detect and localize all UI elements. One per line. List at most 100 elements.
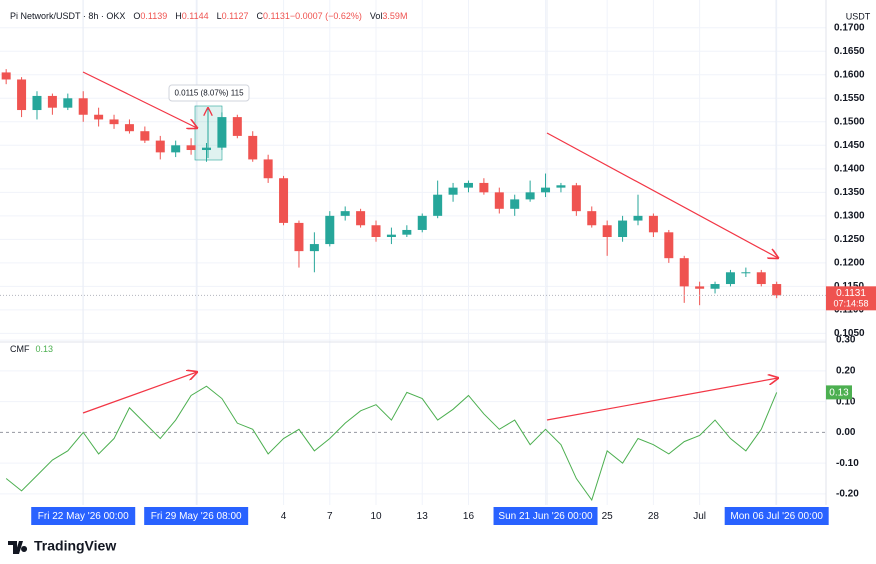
y-tick-label: 0.1700 xyxy=(834,22,865,33)
x-tick-label: Fri 22 May '26 00:00 xyxy=(38,511,129,522)
x-tick-label: Fri 29 May '26 08:00 xyxy=(151,511,242,522)
axis-unit: USDT xyxy=(846,11,871,21)
candle-body xyxy=(63,98,73,108)
candle-body xyxy=(202,147,211,151)
candle-body xyxy=(725,272,735,285)
candle-body xyxy=(587,211,597,226)
candle-body xyxy=(279,178,289,223)
y-tick-label: 0.1550 xyxy=(834,93,865,104)
value-box xyxy=(826,385,852,400)
candle-body xyxy=(386,234,396,238)
candle-body xyxy=(463,182,473,188)
candle-body xyxy=(248,135,258,160)
candle-body xyxy=(17,79,27,111)
y-tick-label: 0.1500 xyxy=(834,116,865,127)
candle-body xyxy=(217,117,227,148)
candle-body xyxy=(602,225,612,238)
header-text: 0.1139 xyxy=(140,11,167,21)
candle-body xyxy=(448,187,458,195)
y-tick-label: 0.1250 xyxy=(834,234,865,245)
candle-body xyxy=(309,244,319,252)
candle-body xyxy=(124,124,134,132)
y-tick-label: 0.1300 xyxy=(834,210,865,221)
candle-body xyxy=(710,284,720,289)
candle-body xyxy=(109,119,119,125)
header-text: Vol xyxy=(370,11,383,21)
header-text: 0.1144 xyxy=(182,11,209,21)
y-tick-label: 0.1050 xyxy=(834,328,865,339)
x-tick-label: 28 xyxy=(648,511,660,522)
legend-name: CMF xyxy=(10,344,30,354)
indicator-legend: CMF 0.13 xyxy=(10,344,53,354)
candle-body xyxy=(541,187,551,193)
header: Pi Network/USDT · 8h · OKX O0.1139 H0.1144… xyxy=(10,11,407,21)
y-tick-label: -0.10 xyxy=(836,458,859,469)
candle-body xyxy=(155,140,165,153)
header-text: C xyxy=(256,11,263,21)
x-tick-label: Jul xyxy=(693,511,706,522)
candle-body xyxy=(633,215,643,221)
x-tick-label: 16 xyxy=(463,511,475,522)
y-tick-label: 0.1450 xyxy=(834,140,865,151)
header-text: 0.1127 xyxy=(222,11,249,21)
header-text: Pi Network/USDT · 8h · OKX xyxy=(10,11,125,21)
candle-body xyxy=(479,182,489,193)
candle-body xyxy=(32,95,42,111)
brand: TradingView xyxy=(34,538,116,554)
candle-body xyxy=(494,192,504,209)
trend-arrow xyxy=(546,132,778,258)
legend-value: 0.13 xyxy=(36,344,54,354)
candle-body xyxy=(171,145,181,153)
y-tick-label: 0.00 xyxy=(836,427,856,438)
candle-body xyxy=(94,114,104,120)
header-text: −0.0007 (−0.62%) xyxy=(290,11,362,21)
countdown: 07:14:58 xyxy=(833,299,868,309)
marks xyxy=(0,69,826,502)
x-tick-highlight xyxy=(724,507,829,525)
x-tick-label: 4 xyxy=(281,511,287,522)
candle-body xyxy=(525,192,535,200)
trend-arrow xyxy=(546,378,778,421)
candle-body xyxy=(510,199,520,209)
y-tick-label: -0.20 xyxy=(836,489,859,500)
header-text: L xyxy=(217,11,222,21)
candle-body xyxy=(571,185,581,212)
candle-body xyxy=(741,272,751,274)
candle-body xyxy=(756,272,766,285)
candle-body xyxy=(695,286,705,289)
x-tick-label: Mon 06 Jul '26 00:00 xyxy=(730,511,823,522)
candle-body xyxy=(417,215,427,230)
candle-body xyxy=(47,95,57,108)
logo: TradingView xyxy=(8,538,116,554)
candle-body xyxy=(371,225,381,238)
x-tick-label: 13 xyxy=(417,511,429,522)
x-tick-label: 7 xyxy=(327,511,333,522)
y-tick-label: 0.1400 xyxy=(834,163,865,174)
value-label: 0.13 xyxy=(829,388,849,399)
x-tick-label: Sun 21 Jun '26 00:00 xyxy=(498,511,593,522)
x-tick-label: 10 xyxy=(370,511,382,522)
candle-body xyxy=(772,284,782,296)
last-price-box xyxy=(826,286,876,311)
header-text: H xyxy=(175,11,182,21)
header-text: 0.1131 xyxy=(263,11,290,21)
candle-body xyxy=(78,98,88,115)
candle-body xyxy=(402,229,412,235)
candle-body xyxy=(648,215,658,233)
indicator-line xyxy=(5,385,778,502)
candle-body xyxy=(340,211,350,216)
candle-body xyxy=(325,215,335,245)
candle-body xyxy=(1,72,11,80)
x-tick-highlight xyxy=(144,507,249,525)
header-text: O xyxy=(133,11,140,21)
trend-arrow xyxy=(82,372,197,414)
y-tick-label: 0.1650 xyxy=(834,46,865,57)
candle-body xyxy=(618,220,628,238)
candle-body xyxy=(433,194,443,216)
candle-body xyxy=(263,159,273,179)
y-tick-label: 0.30 xyxy=(836,335,856,346)
grid xyxy=(0,0,826,505)
x-tick-label: 25 xyxy=(602,511,614,522)
x-tick-highlight xyxy=(31,507,136,525)
